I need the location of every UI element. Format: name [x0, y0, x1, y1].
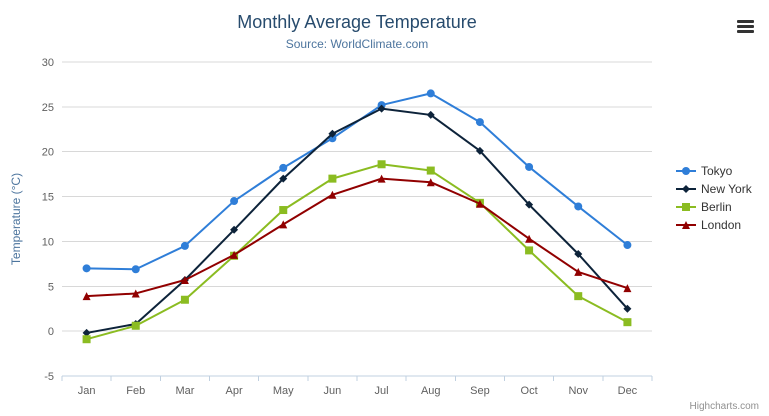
- svg-text:0: 0: [48, 326, 54, 338]
- hamburger-icon: [737, 30, 754, 33]
- legend-item-berlin[interactable]: Berlin: [676, 198, 752, 216]
- svg-text:Dec: Dec: [618, 385, 638, 397]
- legend-item-label: Berlin: [701, 200, 732, 214]
- chart-subtitle: Source: WorldClimate.com: [285, 37, 429, 51]
- svg-text:Oct: Oct: [521, 385, 538, 397]
- svg-text:Mar: Mar: [175, 385, 194, 397]
- context-menu-button[interactable]: [737, 20, 754, 33]
- legend-item-london[interactable]: London: [676, 216, 752, 234]
- legend-item-label: Tokyo: [701, 164, 733, 178]
- legend: Tokyo New York Berlin London: [676, 162, 752, 234]
- svg-text:Jan: Jan: [78, 385, 96, 397]
- svg-text:Jun: Jun: [324, 385, 342, 397]
- svg-text:Nov: Nov: [568, 385, 588, 397]
- svg-text:Sep: Sep: [470, 385, 490, 397]
- hamburger-icon: [737, 25, 754, 28]
- svg-text:May: May: [273, 385, 294, 397]
- svg-text:-5: -5: [44, 371, 54, 383]
- legend-item-tokyo[interactable]: Tokyo: [676, 162, 752, 180]
- svg-text:Feb: Feb: [126, 385, 145, 397]
- svg-text:30: 30: [42, 57, 54, 69]
- svg-text:5: 5: [48, 281, 54, 293]
- triangle-marker-icon: [676, 221, 696, 229]
- svg-text:20: 20: [42, 147, 54, 159]
- legend-item-label: New York: [701, 182, 752, 196]
- square-marker-icon: [676, 203, 696, 211]
- hamburger-icon: [737, 20, 754, 23]
- legend-item-new-york[interactable]: New York: [676, 180, 752, 198]
- svg-text:15: 15: [42, 192, 54, 204]
- chart-title: Monthly Average Temperature: [237, 12, 477, 32]
- circle-marker-icon: [676, 167, 696, 175]
- svg-text:Temperature (°C): Temperature (°C): [9, 173, 23, 265]
- legend-item-label: London: [701, 218, 742, 232]
- svg-text:Apr: Apr: [226, 385, 243, 397]
- svg-text:25: 25: [42, 102, 54, 114]
- diamond-marker-icon: [676, 185, 696, 193]
- svg-text:Jul: Jul: [375, 385, 389, 397]
- svg-text:Aug: Aug: [421, 385, 441, 397]
- svg-text:10: 10: [42, 236, 54, 248]
- credits-link[interactable]: Highcharts.com: [689, 401, 759, 412]
